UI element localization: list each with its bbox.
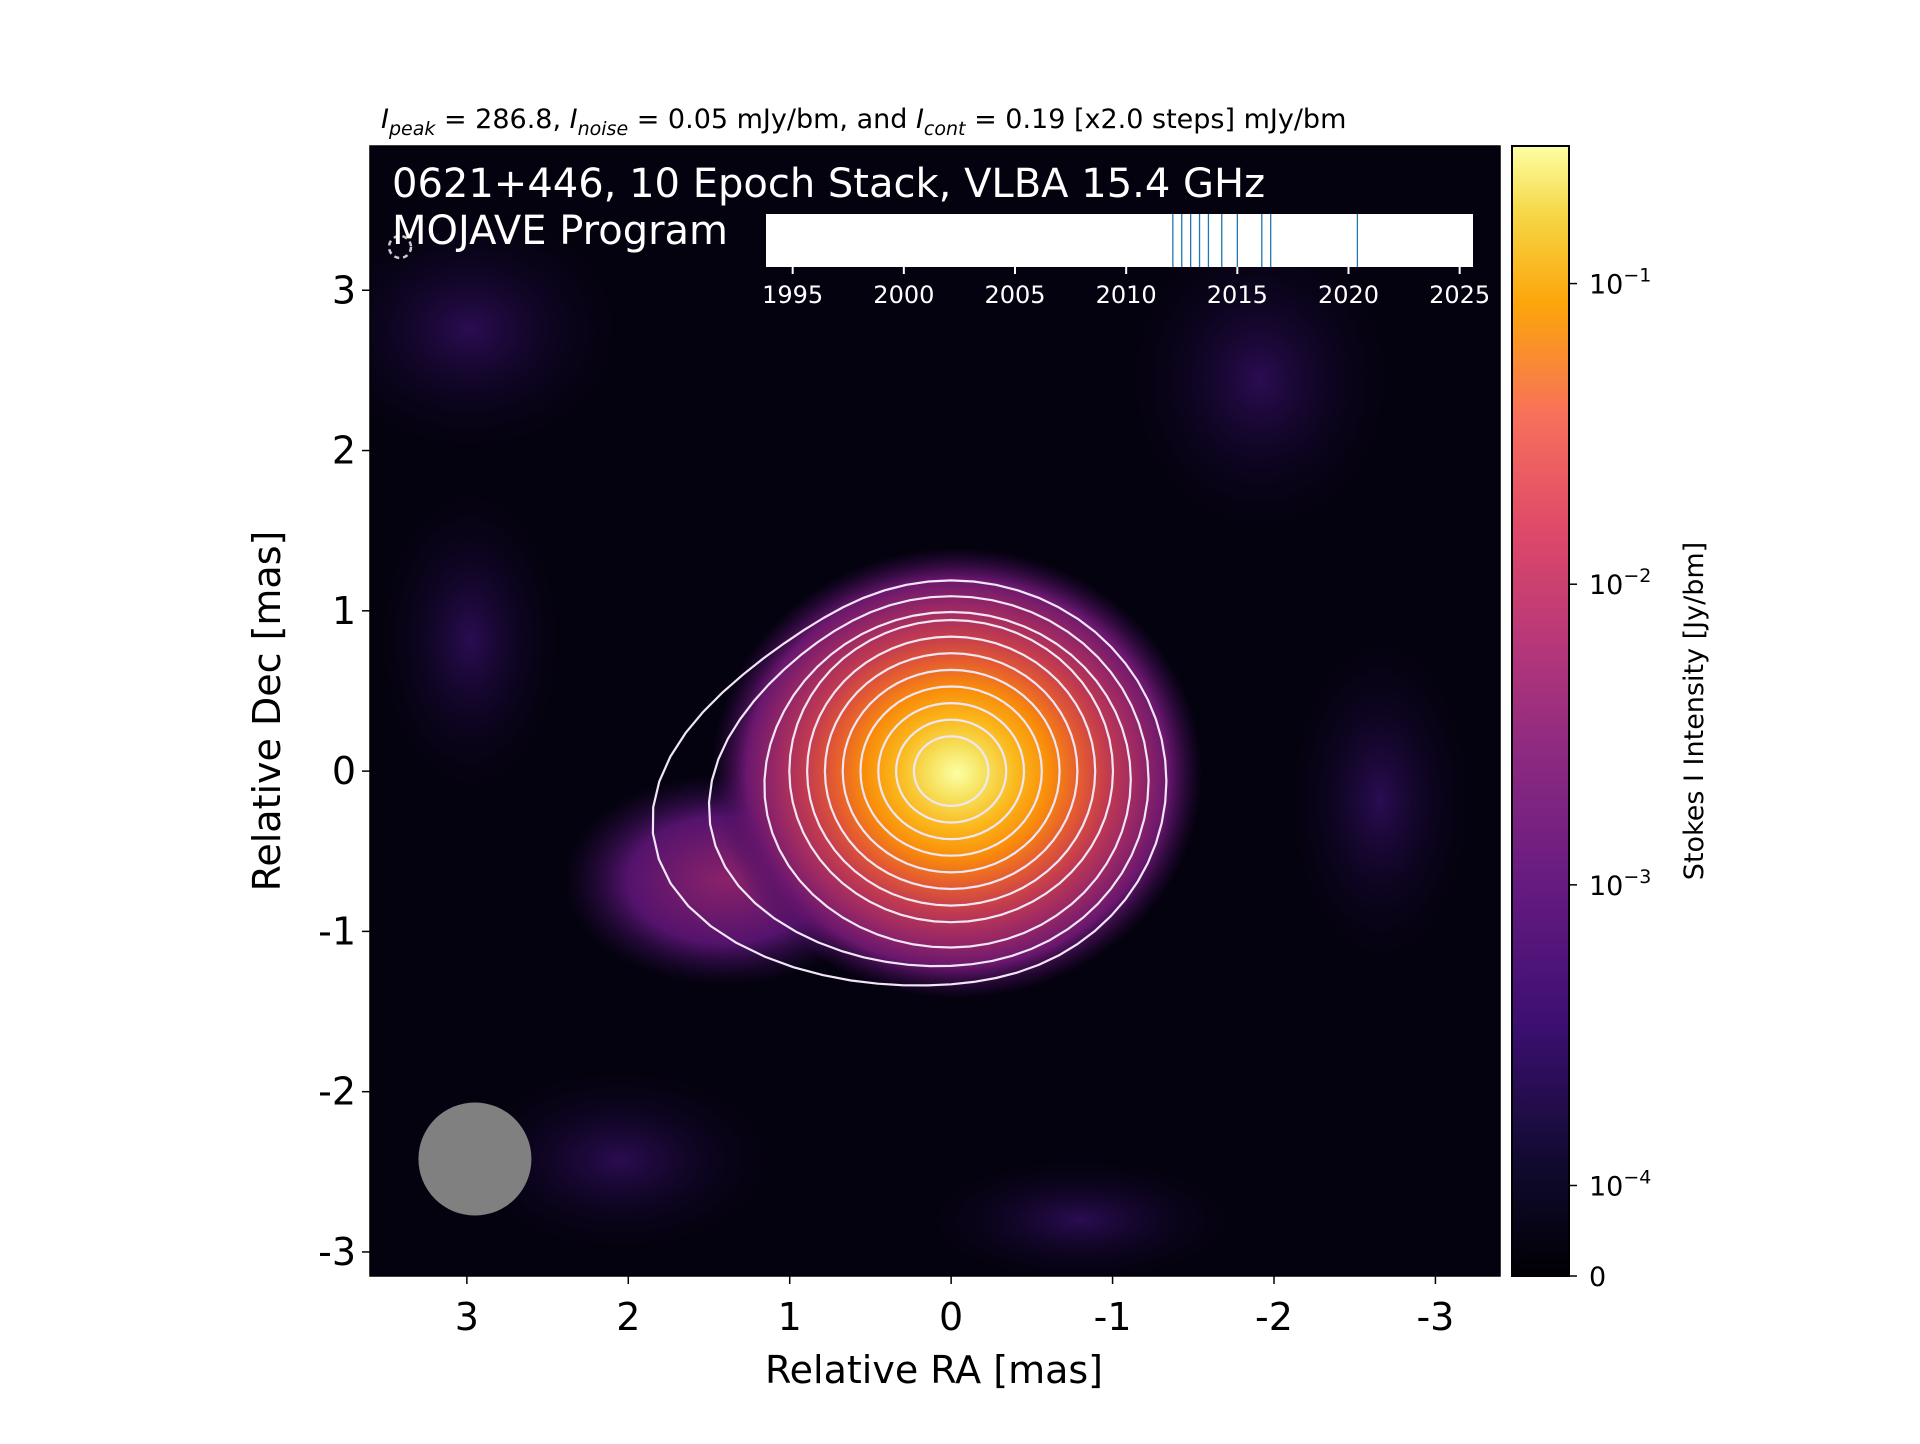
- colorbar-ticks: 10−1 10−2 10−3 10−4 0: [1569, 265, 1651, 1293]
- colorbar-fill: [1511, 145, 1570, 1277]
- contour-line: [823, 652, 1079, 891]
- y-tick-label: -1: [318, 909, 356, 953]
- x-axis-label: Relative RA [mas]: [765, 1348, 1103, 1392]
- y-tick-label: 1: [332, 589, 356, 633]
- x-tick-label: -2: [1255, 1295, 1293, 1339]
- colorbar-tick-label: 10−2: [1589, 565, 1651, 601]
- header-text: Ipeak = 286.8, Inoise = 0.05 mJy/bm, and…: [381, 104, 1346, 140]
- source-title: 0621+446, 10 Epoch Stack, VLBA 15.4 GHz: [392, 161, 1265, 207]
- contour-line: [859, 685, 1043, 857]
- core-emission: [712, 548, 1202, 998]
- epoch-timeline: 1995 2000 2005 2010 2015 2020 2025: [762, 214, 1490, 309]
- y-axis-ticks: 3 2 1 0 -1 -2 -3: [318, 268, 370, 1274]
- contour-line: [912, 735, 990, 807]
- map-frame: [369, 145, 1501, 1277]
- contour-line: [763, 610, 1132, 949]
- y-tick-label: 2: [332, 429, 356, 473]
- colorbar-tick-label: 0: [1589, 1262, 1606, 1293]
- intensity-map: [370, 146, 1500, 1276]
- y-tick-label: 3: [332, 268, 356, 312]
- x-tick-label: -1: [1094, 1295, 1132, 1339]
- timeline-tick-label: 2000: [873, 281, 934, 309]
- colorbar-label: Stokes I Intensity [Jy/bm]: [1679, 542, 1710, 880]
- contour-line: [806, 635, 1097, 907]
- timeline-tick-label: 2015: [1207, 281, 1268, 309]
- y-tick-label: -3: [318, 1230, 356, 1274]
- contour-line: [707, 595, 1150, 968]
- y-tick-label: 0: [332, 749, 356, 793]
- y-tick-label: -2: [318, 1070, 356, 1114]
- crosshair-marker: [387, 234, 413, 260]
- timeline-tick-label: 1995: [762, 281, 823, 309]
- x-tick-label: 0: [939, 1295, 963, 1339]
- x-axis-ticks: 3 2 1 0 -1 -2 -3: [455, 1276, 1454, 1339]
- colorbar-tick-label: 10−1: [1589, 265, 1651, 301]
- timeline-tick-label: 2020: [1318, 281, 1379, 309]
- colorbar: 10−1 10−2 10−3 10−4 0 Stokes I Intensity [Jy…: [1511, 145, 1710, 1293]
- timeline-box: [766, 214, 1473, 267]
- contour-line: [651, 579, 1168, 987]
- y-axis-label: Relative Dec [mas]: [245, 531, 289, 892]
- colorbar-tick-label: 10−4: [1589, 1166, 1651, 1202]
- x-tick-label: -3: [1416, 1295, 1454, 1339]
- x-tick-label: 1: [778, 1295, 802, 1339]
- contour-group: [651, 579, 1168, 987]
- x-tick-label: 3: [455, 1295, 479, 1339]
- timeline-tick-label: 2005: [984, 281, 1045, 309]
- beam-ellipse: [418, 1102, 532, 1216]
- contour-line: [841, 668, 1061, 874]
- contour-line: [788, 618, 1115, 924]
- timeline-ticks: 1995 2000 2005 2010 2015 2020 2025: [762, 267, 1490, 309]
- timeline-tick-label: 2025: [1429, 281, 1490, 309]
- contour-line: [895, 718, 1008, 824]
- x-tick-label: 2: [616, 1295, 640, 1339]
- colorbar-tick-label: 10−3: [1589, 866, 1651, 902]
- program-title: MOJAVE Program: [392, 208, 728, 254]
- timeline-tick-label: 2010: [1096, 281, 1157, 309]
- contour-line: [877, 702, 1026, 841]
- epoch-lines: [1172, 214, 1359, 267]
